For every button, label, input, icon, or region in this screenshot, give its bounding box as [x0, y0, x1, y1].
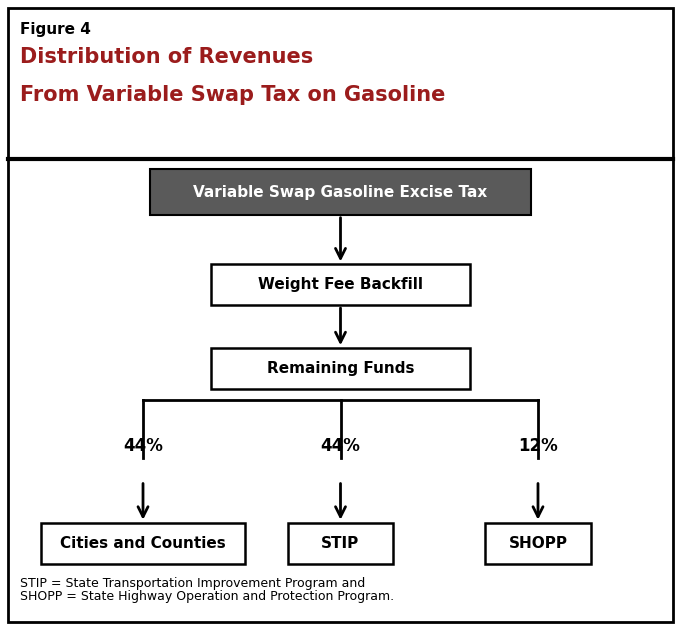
Text: Remaining Funds: Remaining Funds	[267, 361, 414, 376]
Text: STIP = State Transportation Improvement Program and: STIP = State Transportation Improvement …	[20, 577, 366, 590]
FancyBboxPatch shape	[150, 169, 531, 215]
Text: 44%: 44%	[123, 437, 163, 455]
FancyBboxPatch shape	[41, 523, 245, 563]
Text: SHOPP: SHOPP	[509, 536, 567, 551]
FancyBboxPatch shape	[211, 265, 470, 305]
Text: STIP: STIP	[321, 536, 360, 551]
FancyBboxPatch shape	[485, 523, 591, 563]
Text: Distribution of Revenues: Distribution of Revenues	[20, 47, 314, 67]
Text: 44%: 44%	[321, 437, 360, 455]
FancyBboxPatch shape	[287, 523, 394, 563]
Text: 12%: 12%	[518, 437, 558, 455]
Text: Weight Fee Backfill: Weight Fee Backfill	[258, 277, 423, 292]
FancyBboxPatch shape	[211, 348, 470, 389]
Text: Variable Swap Gasoline Excise Tax: Variable Swap Gasoline Excise Tax	[193, 185, 488, 200]
Text: Cities and Counties: Cities and Counties	[60, 536, 226, 551]
Text: SHOPP = State Highway Operation and Protection Program.: SHOPP = State Highway Operation and Prot…	[20, 590, 394, 603]
Text: Figure 4: Figure 4	[20, 22, 91, 37]
Text: From Variable Swap Tax on Gasoline: From Variable Swap Tax on Gasoline	[20, 85, 446, 105]
